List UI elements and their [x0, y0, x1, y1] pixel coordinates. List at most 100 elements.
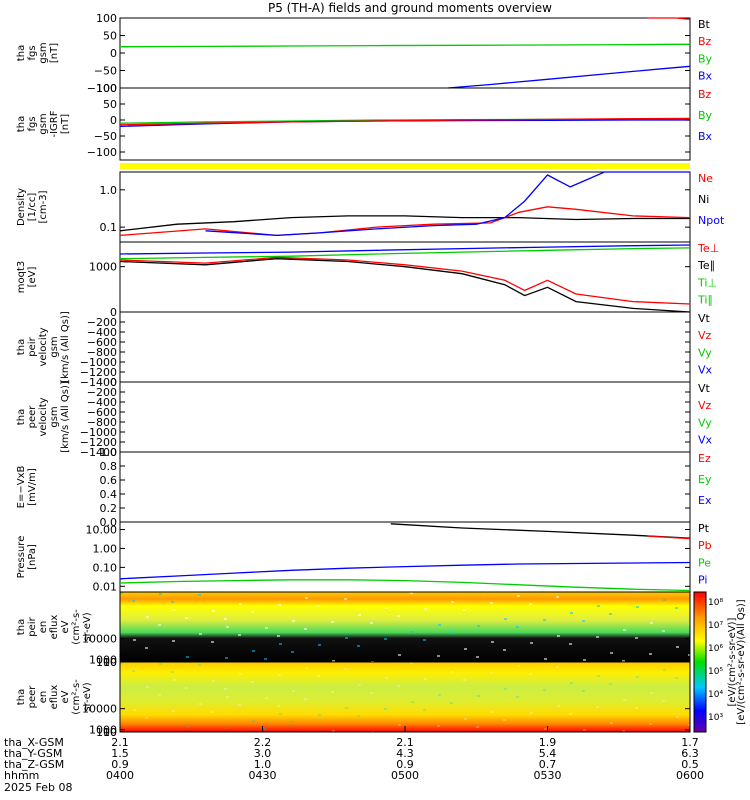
spectrogram-speck	[398, 724, 401, 726]
spectrogram-speck	[650, 622, 653, 624]
spectrogram-speck	[529, 603, 532, 605]
spectrogram-speck	[171, 601, 174, 603]
spectrogram-speck	[451, 601, 454, 603]
y-tick-label: 100	[96, 726, 117, 739]
spectrogram-speck	[530, 642, 533, 644]
spectrogram-speck	[424, 678, 427, 680]
spectrogram-speck	[225, 657, 228, 659]
spectrogram-speck	[556, 666, 559, 668]
y-tick-label: 1.0	[100, 184, 118, 197]
x-tick-label: 1.7	[681, 736, 699, 749]
spectrogram-speck	[385, 677, 388, 679]
spectrogram-speck	[358, 684, 361, 686]
spectrogram-speck	[185, 687, 188, 689]
series-pe-line	[119, 579, 691, 592]
spectrogram-speck	[145, 647, 148, 649]
spectrogram-speck	[172, 710, 175, 712]
spectrogram-speck	[292, 620, 295, 622]
spectrogram-speck	[557, 635, 560, 637]
spectrogram-speck	[239, 673, 242, 675]
spectrogram-speck	[224, 618, 227, 620]
spectrogram-speck	[596, 636, 599, 638]
spectrogram-speck	[596, 706, 599, 708]
y-tick-label: 100	[96, 82, 117, 95]
y-tick-label: 50	[103, 98, 117, 111]
spectrogram-speck	[198, 664, 201, 666]
y-axis-label: (cm²-s-	[71, 609, 82, 645]
legend-entry: Ex	[698, 494, 712, 507]
spectrogram-speck	[503, 649, 506, 651]
legend-entry: Vz	[698, 399, 712, 412]
spectrogram-speck	[278, 604, 281, 606]
spectrogram-speck	[224, 688, 227, 690]
colorbar	[693, 591, 707, 733]
colorbar-label: [eV/(cm²-s-sr-eV)]	[727, 617, 738, 706]
spectrogram-speck	[198, 594, 201, 596]
spectrogram-speck	[345, 707, 348, 709]
spectrogram-speck	[650, 692, 653, 694]
colorbar-tick-label: 10⁷	[708, 621, 723, 631]
spectrogram-speck	[477, 695, 480, 697]
legend-entry: Bx	[698, 130, 713, 143]
spectrogram-speck	[158, 624, 161, 626]
spectrogram-speck	[252, 650, 255, 652]
spectrogram-speck	[357, 645, 360, 647]
legend-entry: By	[698, 109, 713, 122]
spectrogram-speck	[623, 629, 626, 631]
spectrogram-peer_en	[120, 662, 690, 732]
spectrogram-speck	[173, 679, 176, 681]
spectrogram-speck	[384, 638, 387, 640]
spectrogram-speck	[424, 608, 427, 610]
y-axis-label: -IGRF	[49, 110, 60, 137]
y-tick-label: −600	[87, 406, 117, 419]
panel-pressure: 10.00 1.00 0.10 0.01 Pressure [nPa] Pt Pb Pe Pi	[16, 521, 712, 593]
y-tick-label: 100	[96, 656, 117, 669]
y-axis-label: Density	[16, 188, 27, 226]
y-tick-label: 1000	[89, 724, 117, 737]
spectrogram-speck	[543, 619, 546, 621]
y-tick-label: 0.01	[93, 580, 118, 593]
x-tick-label: 1.9	[539, 736, 557, 749]
y-tick-label: 10	[103, 726, 117, 739]
spectrogram-speck	[279, 643, 282, 645]
colorbar-tick-label: 10⁴	[708, 690, 723, 700]
y-axis-label: [1/cc]	[27, 193, 38, 222]
spectrogram-speck	[582, 620, 585, 622]
y-axis-label: tha	[16, 116, 27, 132]
legend-entry: Pi	[698, 573, 707, 586]
y-tick-label: −600	[87, 336, 117, 349]
x-tick-label: 0500	[391, 769, 419, 782]
x-tick-label: 0.7	[539, 758, 557, 771]
series-npot-line	[205, 171, 690, 237]
spectrogram-speck	[239, 603, 242, 605]
spectrogram-speck	[264, 658, 267, 660]
y-axis-label: [cm-3]	[38, 190, 49, 223]
spectrogram-speck	[504, 688, 507, 690]
series-pt-line	[390, 523, 691, 539]
spacecraft-mode-bar	[120, 163, 690, 169]
y-axis-label: [mV/m]	[27, 468, 38, 506]
x-tick-label: 0600	[676, 769, 704, 782]
spectrogram-speck	[304, 698, 307, 700]
spectrogram-speck	[569, 713, 572, 715]
spectrogram-speck	[318, 644, 321, 646]
y-axis-label: peer	[27, 405, 38, 429]
y-tick-label: 0	[110, 306, 117, 319]
spectrogram-speck	[251, 611, 254, 613]
legend-entry: Vx	[698, 363, 713, 376]
panel-density: 1.0 0.1 Density [1/cc] [cm-3] Ne Ni Npot	[16, 171, 725, 243]
y-axis-label: eflux	[49, 615, 60, 640]
spectrogram-speck	[278, 674, 281, 676]
spectrogram-speck	[251, 681, 254, 683]
spectrogram-speck	[491, 641, 494, 643]
spectrogram-speck	[277, 635, 280, 637]
spectrogram-speck	[597, 605, 600, 607]
panel-efield: 1.00.80.60.40.20.0 E=−VxB [mV/m] Ez Ey Ex	[16, 446, 712, 529]
y-tick-label: 0	[110, 376, 117, 389]
colorbar-label-group: [eV/(cm²-s-sr-eV)]	[727, 617, 738, 706]
y-axis-label: tha	[16, 409, 27, 425]
y-tick-label: −100	[87, 82, 117, 95]
spectrogram-speck	[675, 677, 678, 679]
spectrogram-speck	[438, 624, 441, 626]
y-axis-label: moqt3	[16, 261, 27, 294]
